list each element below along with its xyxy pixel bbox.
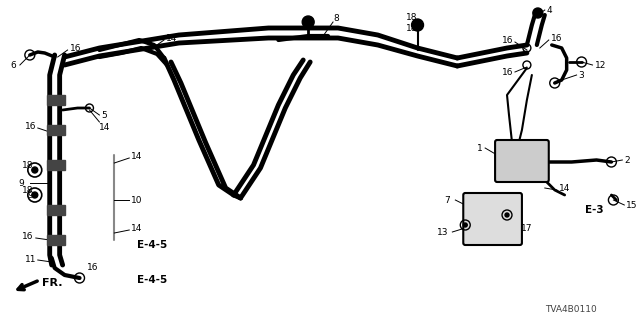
FancyBboxPatch shape bbox=[495, 140, 548, 182]
Text: TVA4B0110: TVA4B0110 bbox=[545, 306, 596, 315]
Text: 9: 9 bbox=[28, 190, 33, 199]
Text: 14: 14 bbox=[131, 151, 143, 161]
Text: 16: 16 bbox=[502, 68, 513, 76]
Text: 6: 6 bbox=[10, 60, 16, 69]
Text: E-4-5: E-4-5 bbox=[137, 240, 168, 250]
Text: 2: 2 bbox=[625, 156, 630, 164]
Text: 17: 17 bbox=[521, 223, 532, 233]
Circle shape bbox=[505, 213, 509, 217]
Text: 7: 7 bbox=[444, 196, 450, 204]
Circle shape bbox=[32, 192, 38, 198]
Circle shape bbox=[533, 8, 543, 18]
Text: E-3: E-3 bbox=[584, 205, 603, 215]
Circle shape bbox=[412, 19, 424, 31]
Text: 18: 18 bbox=[406, 23, 417, 33]
Text: 14: 14 bbox=[131, 223, 143, 233]
Text: 16: 16 bbox=[551, 34, 563, 43]
Text: 9: 9 bbox=[18, 179, 24, 188]
Bar bbox=[47, 125, 65, 135]
Text: 4: 4 bbox=[547, 5, 552, 14]
Text: 16: 16 bbox=[22, 231, 33, 241]
Bar bbox=[47, 205, 65, 215]
Text: 14: 14 bbox=[99, 123, 111, 132]
Text: 16: 16 bbox=[86, 263, 98, 273]
Text: E-4-5: E-4-5 bbox=[137, 275, 168, 285]
Circle shape bbox=[32, 167, 38, 173]
FancyBboxPatch shape bbox=[463, 193, 522, 245]
Circle shape bbox=[302, 16, 314, 28]
Circle shape bbox=[463, 223, 467, 227]
Text: 3: 3 bbox=[579, 70, 584, 79]
Text: 12: 12 bbox=[595, 60, 606, 69]
Text: 13: 13 bbox=[437, 228, 449, 236]
Bar bbox=[47, 160, 65, 170]
Text: 5: 5 bbox=[101, 110, 107, 119]
Text: 14: 14 bbox=[559, 183, 570, 193]
Text: 11: 11 bbox=[25, 255, 36, 265]
Text: 16: 16 bbox=[25, 122, 36, 131]
Text: 14: 14 bbox=[166, 34, 177, 43]
Bar bbox=[47, 235, 65, 245]
Text: 16: 16 bbox=[502, 36, 513, 44]
Text: 15: 15 bbox=[627, 201, 638, 210]
Text: 16: 16 bbox=[70, 44, 81, 52]
Text: 8: 8 bbox=[333, 13, 339, 22]
Bar bbox=[47, 95, 65, 105]
Text: 18: 18 bbox=[22, 161, 33, 170]
Text: 1: 1 bbox=[477, 143, 483, 153]
Text: 18: 18 bbox=[22, 186, 33, 195]
Text: 10: 10 bbox=[131, 196, 143, 204]
Text: 18: 18 bbox=[406, 12, 417, 21]
Text: FR.: FR. bbox=[42, 278, 62, 288]
